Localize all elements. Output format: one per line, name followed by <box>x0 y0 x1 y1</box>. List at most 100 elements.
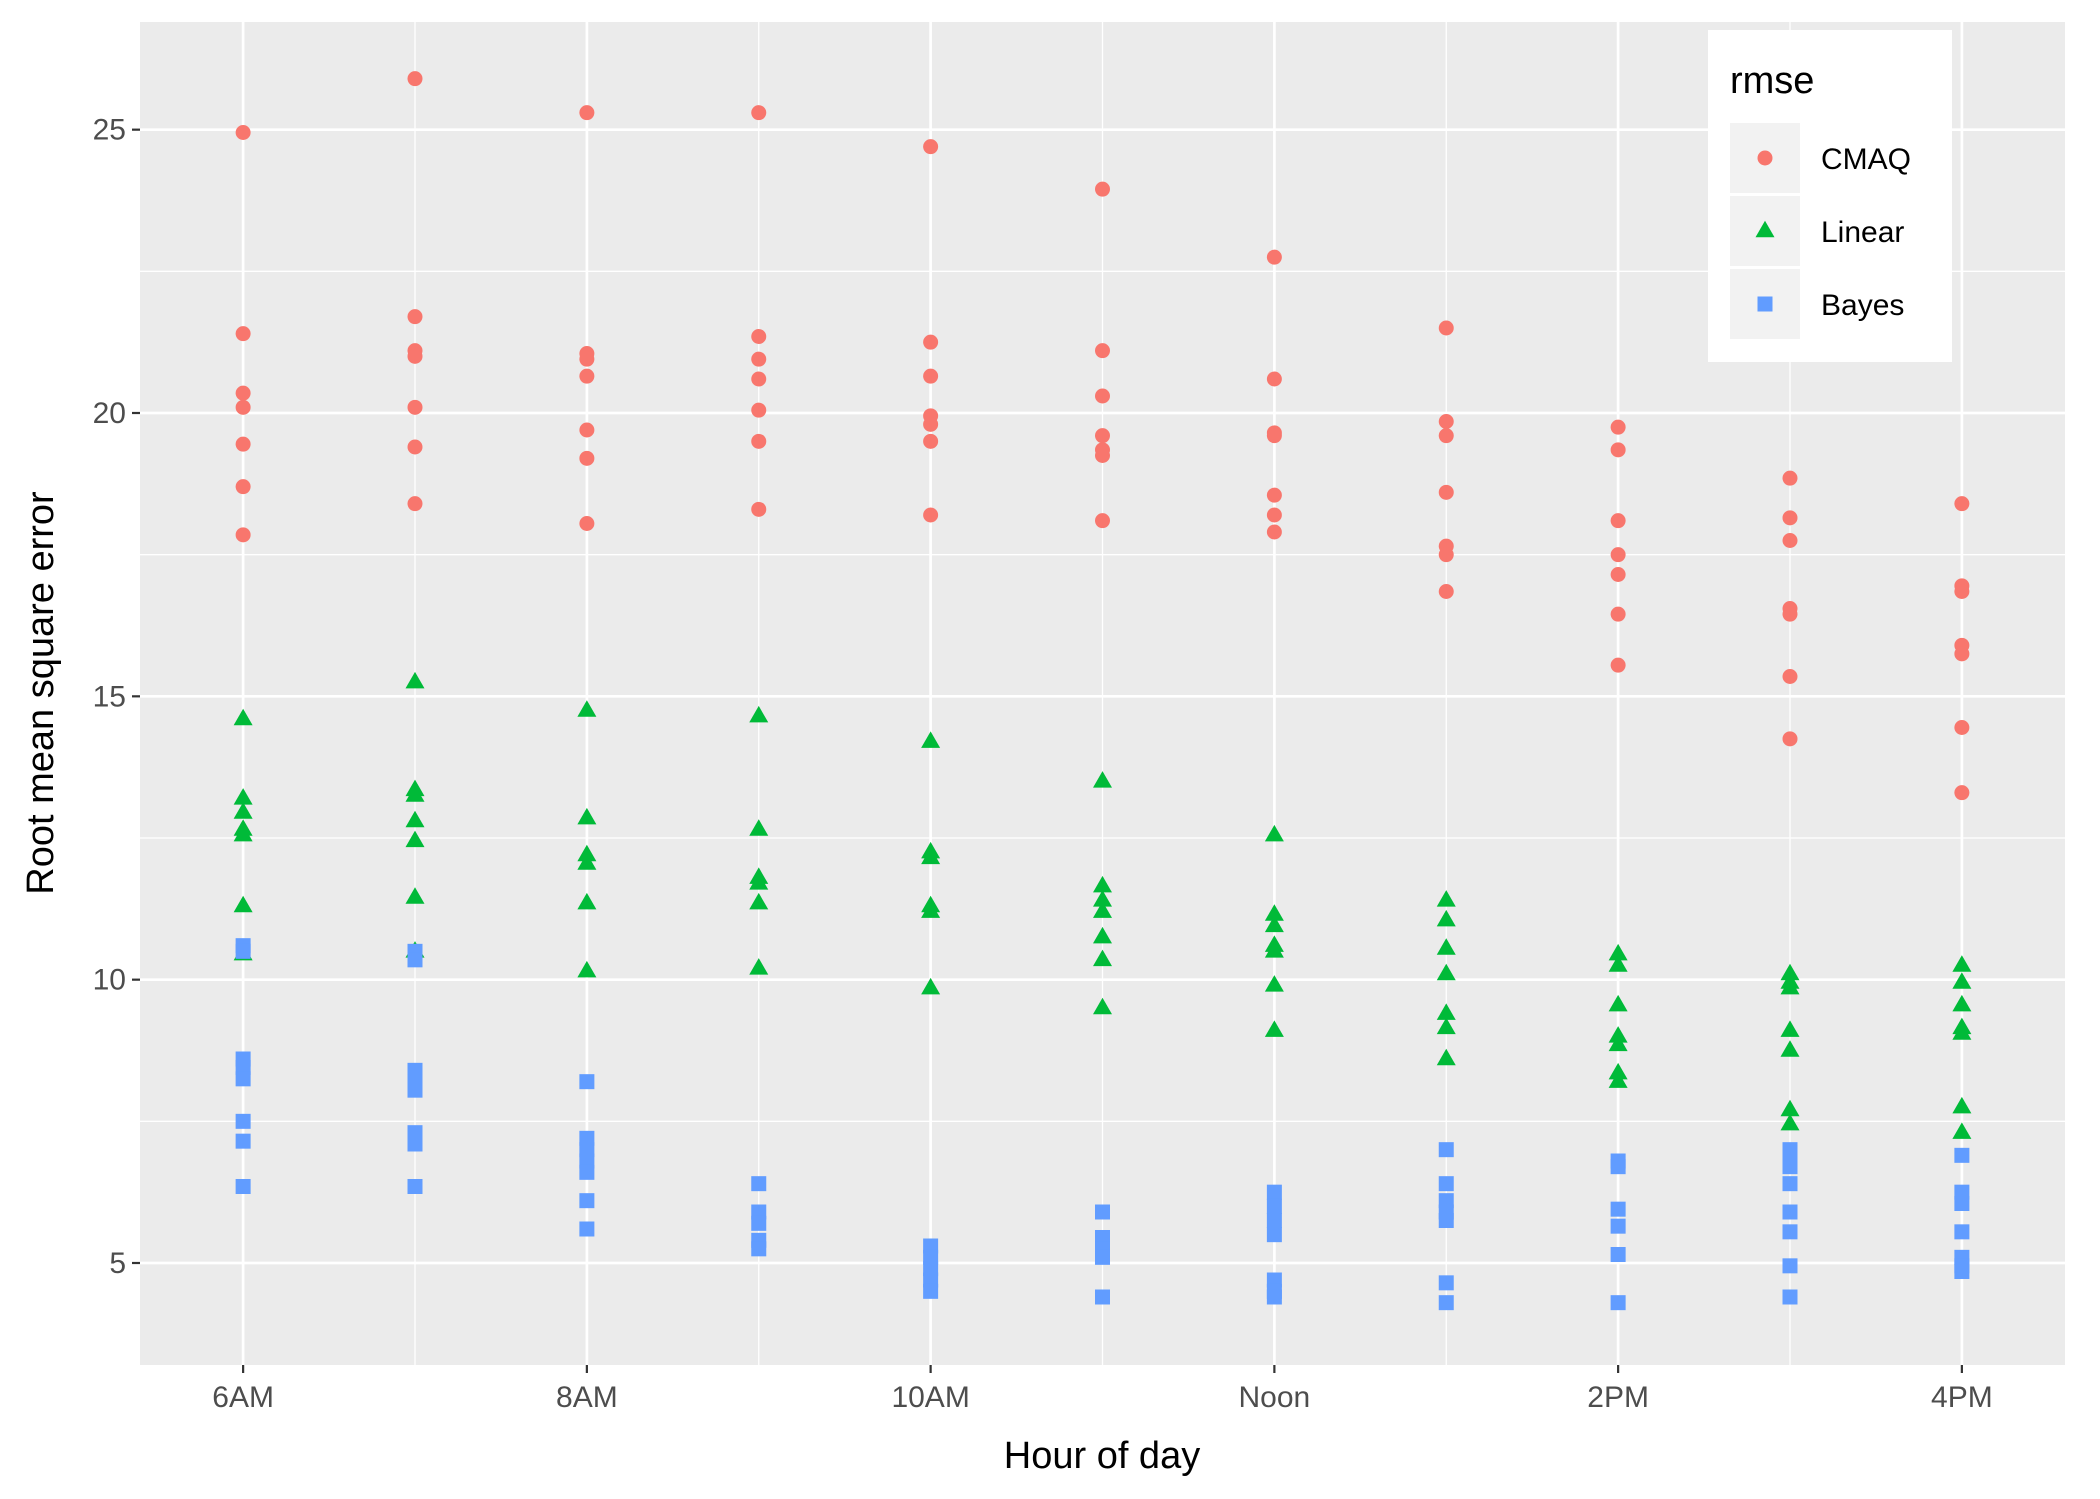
data-point <box>751 105 767 121</box>
data-point <box>1782 1224 1798 1240</box>
data-point <box>1952 972 1972 989</box>
data-point <box>233 788 253 805</box>
data-point <box>1264 915 1284 933</box>
data-point <box>1782 1159 1798 1175</box>
data-point <box>1438 584 1454 599</box>
x-tick-label: 6AM <box>212 1381 274 1414</box>
data-point <box>1264 824 1284 842</box>
legend-key-square <box>1757 296 1773 312</box>
data-point <box>1438 484 1454 500</box>
data-point <box>407 1082 423 1098</box>
data-point <box>235 399 251 415</box>
data-point <box>749 873 769 890</box>
data-point <box>577 844 597 862</box>
data-point <box>1438 1193 1454 1209</box>
data-point <box>751 351 767 367</box>
data-point <box>579 1130 595 1146</box>
data-point <box>1608 994 1628 1012</box>
data-point <box>1782 731 1798 747</box>
data-point <box>233 708 253 726</box>
data-point <box>923 1272 939 1288</box>
data-point <box>1264 904 1284 921</box>
data-point <box>923 507 939 523</box>
x-tick-label: 10AM <box>891 1381 969 1414</box>
data-point <box>1954 1147 1970 1163</box>
data-point <box>1610 1159 1626 1175</box>
data-point <box>579 1142 595 1158</box>
legend-label: CMAQ <box>1821 143 1911 176</box>
data-point <box>1266 249 1282 265</box>
y-tick-label: 20 <box>93 397 126 430</box>
data-point <box>577 807 597 825</box>
data-point <box>1266 1272 1282 1288</box>
data-point <box>1093 890 1112 907</box>
data-point <box>1095 513 1110 529</box>
data-point <box>1266 507 1282 523</box>
legend-key-triangle <box>1755 220 1775 238</box>
data-point <box>1608 1062 1628 1080</box>
data-point <box>1782 510 1798 526</box>
data-point <box>1610 567 1626 582</box>
data-point <box>921 901 941 918</box>
data-point <box>923 416 939 432</box>
data-point <box>1954 785 1970 801</box>
data-point <box>1438 1275 1454 1291</box>
data-point <box>923 139 939 155</box>
data-point <box>235 1060 251 1075</box>
data-point <box>577 960 597 978</box>
data-point <box>1782 1258 1798 1274</box>
data-point <box>1438 1213 1454 1228</box>
data-point <box>1095 428 1110 444</box>
data-point <box>235 1179 251 1194</box>
data-point <box>1610 1295 1626 1311</box>
data-point <box>921 977 941 995</box>
data-point <box>751 433 767 449</box>
data-point <box>1436 890 1456 907</box>
x-tick-label: 8AM <box>556 1381 618 1414</box>
data-point <box>405 830 425 848</box>
data-point <box>577 853 597 870</box>
data-point <box>1954 1264 1970 1279</box>
data-point <box>407 952 423 968</box>
data-point <box>1093 771 1112 788</box>
data-point <box>923 1261 939 1277</box>
x-axis-title: Hour of day <box>1004 1435 1200 1477</box>
data-point <box>407 496 423 512</box>
data-point <box>1608 1071 1628 1088</box>
data-point <box>1266 371 1282 387</box>
data-point <box>233 895 253 913</box>
data-point <box>751 1204 767 1220</box>
data-point <box>1780 977 1800 995</box>
y-axis-title: Root mean square error <box>20 491 62 895</box>
data-point <box>405 810 425 828</box>
data-point <box>1093 901 1112 918</box>
data-point <box>923 368 939 384</box>
data-point <box>233 824 253 842</box>
data-point <box>1436 1017 1456 1035</box>
data-point <box>1952 955 1972 972</box>
data-point <box>235 1113 251 1129</box>
data-point <box>1782 1176 1798 1192</box>
legend-item-bayes: Bayes <box>1730 269 1904 339</box>
data-point <box>1608 1034 1628 1052</box>
data-points <box>233 71 1972 1311</box>
data-point <box>1610 1201 1626 1217</box>
data-point <box>407 1136 423 1152</box>
data-point <box>577 700 597 717</box>
data-point <box>1608 1026 1628 1043</box>
data-point <box>1438 1142 1454 1158</box>
data-point <box>405 785 425 802</box>
data-point <box>1438 1176 1454 1192</box>
y-tick-label: 15 <box>93 680 126 713</box>
x-tick-label: 2PM <box>1587 1381 1649 1414</box>
data-point <box>1780 1040 1800 1057</box>
data-point <box>1782 533 1798 548</box>
data-point <box>579 1164 595 1180</box>
data-point <box>1610 442 1626 458</box>
data-point <box>1954 646 1970 662</box>
data-point <box>1954 496 1970 512</box>
data-point <box>1266 1184 1282 1200</box>
data-point <box>579 422 595 438</box>
y-axis: 5 10 15 20 25 <box>93 114 140 1280</box>
